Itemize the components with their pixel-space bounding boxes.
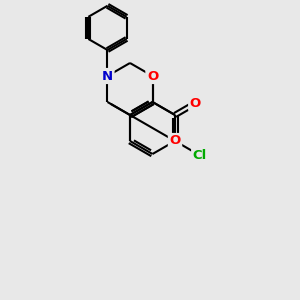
Text: Cl: Cl (193, 149, 207, 162)
Text: O: O (147, 70, 158, 83)
Text: O: O (190, 97, 201, 110)
Text: O: O (169, 134, 181, 148)
Text: N: N (102, 70, 113, 83)
